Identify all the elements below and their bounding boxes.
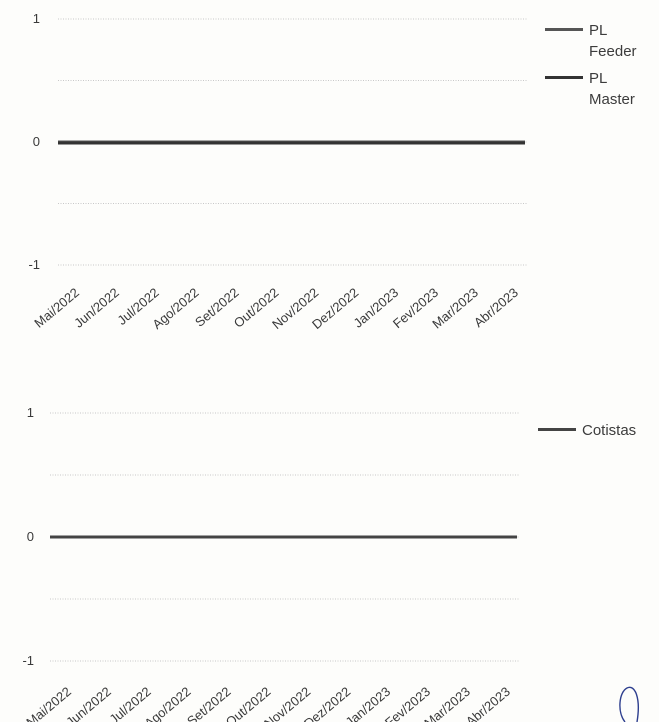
point-pl-master-dez-2022 (358, 142, 361, 144)
point-cotistas-jul-2022 (151, 536, 153, 538)
legend-chart-2: Cotistas (538, 420, 659, 447)
point-cotistas-dez-2022 (350, 536, 353, 538)
point-cotistas-set-2022 (230, 536, 233, 538)
point-pl-master-abr-2023 (518, 142, 520, 144)
legend-item-cotistas: Cotistas (538, 420, 659, 441)
point-pl-master-ago-2022 (198, 142, 201, 144)
y-tick-label-1: 1 (33, 11, 40, 26)
point-cotistas-ago-2022 (190, 536, 193, 538)
y-tick-label-1: -1 (28, 257, 40, 272)
signature-mark (619, 686, 639, 722)
legend-swatch-pl-feeder (545, 28, 583, 31)
legend-label-pl-master-line2: Master (589, 91, 635, 108)
point-pl-master-mai-2022 (79, 142, 81, 144)
point-cotistas-jun-2022 (111, 536, 113, 538)
y-tick-label-1: 1 (27, 405, 34, 420)
point-pl-master-mar-2023 (478, 142, 480, 144)
chart-cotistas: 10-1Mai/2022Jun/2022Jul/2022Ago/2022Set/… (22, 405, 519, 722)
legend-item-pl-feeder: PL Feeder (545, 20, 649, 62)
y-tick-label-1: -1 (22, 653, 34, 668)
legend-swatch-cotistas (538, 428, 576, 431)
point-pl-master-jan-2023 (398, 142, 401, 144)
legend-chart-1: PL Feeder PL Master (545, 20, 649, 116)
x-tick-label-jun-2022: Jun/2022 (71, 285, 122, 331)
y-tick-label-0: 0 (33, 134, 40, 149)
point-pl-master-jun-2022 (119, 142, 121, 144)
point-pl-master-fev-2023 (438, 142, 440, 144)
legend-item-pl-master: PL Master (545, 68, 649, 110)
point-pl-master-jul-2022 (159, 142, 161, 144)
legend-swatch-pl-master (545, 76, 583, 79)
point-cotistas-jan-2023 (390, 536, 393, 538)
x-tick-label-abr-2023: Abr/2023 (463, 684, 513, 722)
legend-label-pl-feeder-line1: PL (589, 22, 608, 39)
point-cotistas-nov-2022 (310, 536, 313, 538)
point-pl-master-out-2022 (278, 142, 281, 144)
point-cotistas-mai-2022 (71, 536, 73, 538)
legend-label-cotistas: Cotistas (582, 422, 637, 439)
chart-pl-feeder-master: 10-1Mai/2022Jun/2022Jul/2022Ago/2022Set/… (28, 11, 527, 332)
point-cotistas-out-2022 (270, 536, 273, 538)
legend-label-pl-master: PL Master (589, 68, 649, 110)
point-cotistas-mar-2023 (470, 536, 472, 538)
point-pl-master-set-2022 (238, 142, 241, 144)
x-tick-label-abr-2023: Abr/2023 (471, 285, 521, 330)
legend-label-pl-feeder-line2: Feeder (589, 43, 637, 60)
point-pl-master-nov-2022 (318, 142, 321, 144)
legend-label-pl-feeder: PL Feeder (589, 20, 649, 62)
y-tick-label-0: 0 (27, 529, 34, 544)
legend-label-pl-master-line1: PL (589, 70, 608, 87)
point-cotistas-fev-2023 (430, 536, 432, 538)
point-cotistas-abr-2023 (510, 536, 512, 538)
